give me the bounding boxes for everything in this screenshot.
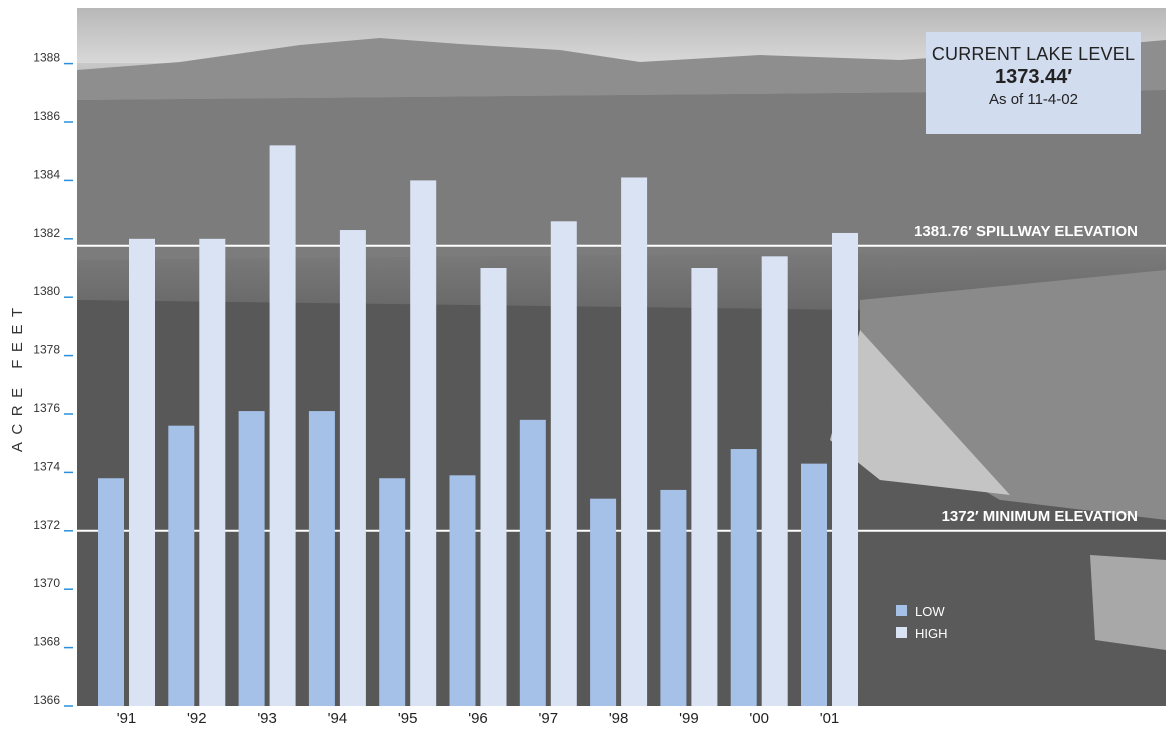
legend-swatch-high: [896, 627, 907, 638]
y-tick-label: 1376: [33, 401, 60, 415]
y-tick-label: 1370: [33, 576, 60, 590]
x-tick-label: '93: [257, 710, 277, 727]
y-tick-label: 1374: [33, 459, 60, 473]
x-tick-label: '99: [679, 710, 699, 727]
bar-high: [761, 256, 788, 706]
current-lake-level-box: CURRENT LAKE LEVEL 1373.44′ As of 11-4-0…: [926, 32, 1141, 134]
x-axis: '91 '92 '93 '94 '95 '96 '97 '98 '99 '00 '01: [117, 710, 840, 727]
x-tick-label: '92: [187, 710, 207, 727]
x-tick-label: '98: [609, 710, 629, 727]
x-tick-label: '00: [749, 710, 769, 727]
legend-swatch-low: [896, 605, 907, 616]
y-tick-label: 1384: [33, 167, 60, 181]
y-tick-label: 1372: [33, 518, 60, 532]
x-tick-label: '96: [468, 710, 488, 727]
legend-label-high: HIGH: [915, 626, 948, 641]
bar-high: [550, 221, 577, 706]
bar-high: [832, 232, 858, 706]
x-tick-label: '01: [820, 710, 840, 727]
bar-low: [519, 419, 546, 706]
y-tick-label: 1378: [33, 343, 60, 357]
x-tick-label: '95: [398, 710, 418, 727]
y-tick-label: 1382: [33, 226, 60, 240]
bar-low: [801, 463, 827, 706]
bar-high: [199, 238, 226, 707]
bar-high: [269, 145, 296, 707]
info-box-date: As of 11-4-02: [989, 91, 1078, 108]
bar-low: [238, 411, 265, 706]
y-axis-label: A C R E F E E T: [9, 308, 26, 452]
x-tick-label: '97: [539, 710, 559, 727]
y-tick-label: 1366: [33, 693, 60, 707]
y-tick-label: 1380: [33, 284, 60, 298]
bar-low: [730, 449, 757, 706]
x-tick-label: '91: [117, 710, 137, 727]
y-tick-label: 1388: [33, 51, 60, 65]
bar-low: [590, 498, 617, 706]
y-tick-label: 1368: [33, 635, 60, 649]
bar-low: [168, 425, 195, 706]
bar-high: [480, 268, 507, 706]
y-axis: 1366 1368 1370 1372 1374 1376 1378 1380 1382 1384…: [33, 51, 73, 707]
bars: [98, 145, 858, 707]
reference-line-label: 1381.76′ SPILLWAY ELEVATION: [914, 223, 1138, 240]
reference-line-label: 1372′ MINIMUM ELEVATION: [942, 508, 1138, 525]
bar-high: [129, 238, 155, 707]
info-box-title: CURRENT LAKE LEVEL: [931, 44, 1136, 64]
bar-low: [379, 478, 406, 706]
legend: LOW HIGH: [896, 604, 948, 641]
bar-low: [98, 478, 124, 706]
x-tick-label: '94: [328, 710, 348, 727]
y-tick-label: 1386: [33, 109, 60, 123]
bar-high: [339, 230, 366, 707]
bar-low: [308, 411, 335, 706]
bar-low: [449, 475, 476, 706]
bar-high: [691, 268, 718, 706]
info-box-value: 1373.44′: [994, 66, 1073, 88]
bar-high: [621, 177, 648, 707]
bar-high: [410, 180, 437, 706]
legend-label-low: LOW: [915, 604, 945, 619]
bar-low: [660, 489, 687, 706]
